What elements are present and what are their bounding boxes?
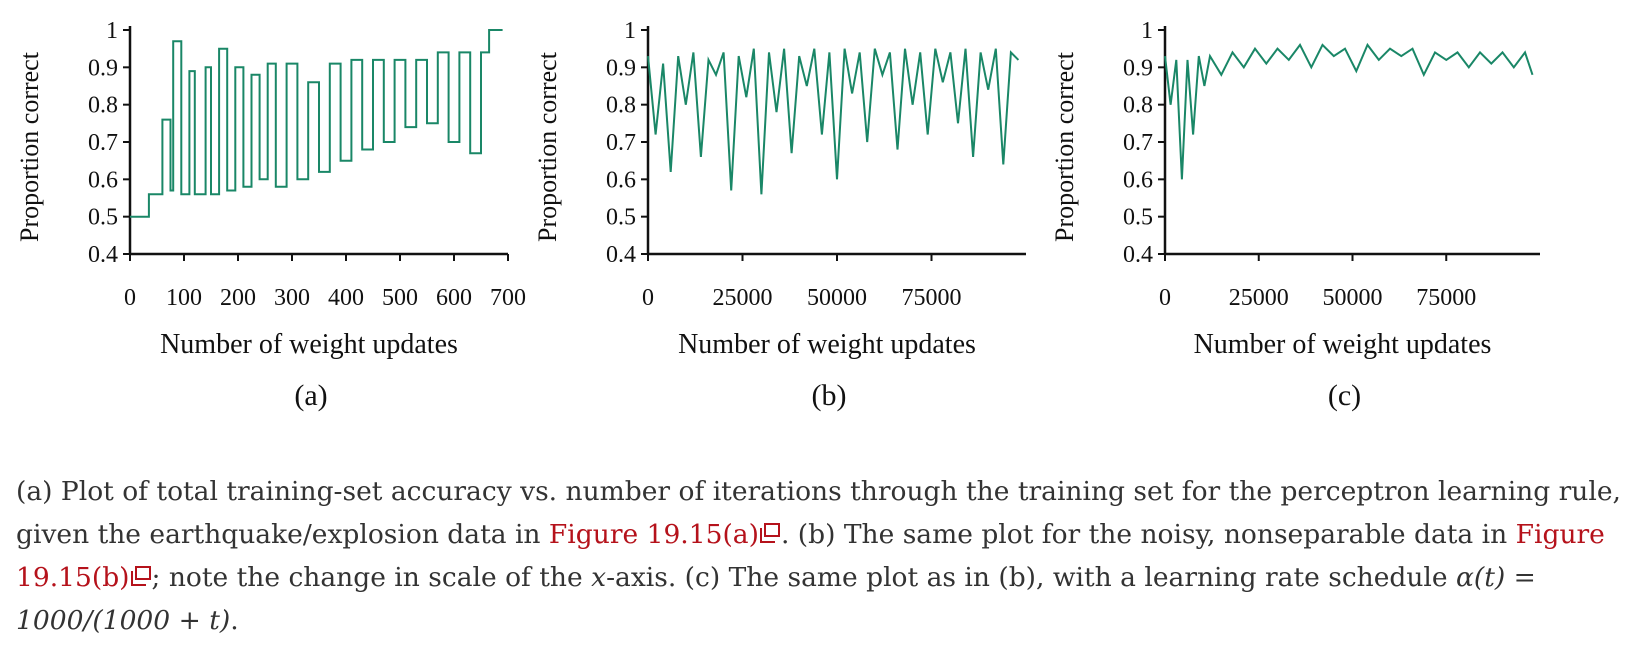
- y-tick-label: 0.5: [606, 205, 636, 231]
- y-tick-label: 1: [106, 18, 118, 44]
- y-axis-label: Proportion correct: [1050, 51, 1079, 242]
- x-tick-label: 0: [1159, 285, 1171, 311]
- figure-19-15b-link[interactable]: Figure 19.15(b): [16, 519, 1605, 593]
- x-tick-label: 50000: [1323, 285, 1383, 311]
- figure-caption: (a) Plot of total training-set accuracy …: [16, 470, 1621, 642]
- y-tick-label: 1: [624, 18, 636, 44]
- y-tick-label: 0.5: [1123, 205, 1153, 231]
- y-tick-label: 0.8: [1123, 93, 1153, 119]
- x-tick-label: 0: [124, 285, 136, 311]
- caption-text-2: . (b) The same plot for the noisy, nonse…: [780, 519, 1516, 550]
- y-tick-label: 0.9: [88, 55, 118, 81]
- y-axis-label: Proportion correct: [15, 51, 44, 242]
- y-axis-label: Proportion correct: [533, 51, 562, 242]
- y-tick-label: 0.7: [1123, 130, 1153, 156]
- x-tick-label: 700: [490, 285, 526, 311]
- y-tick-label: 0.9: [606, 55, 636, 81]
- external-link-icon[interactable]: [130, 565, 152, 587]
- data-series-line: [1164, 42, 1534, 180]
- caption-text-3: ; note the change in scale of the: [151, 562, 592, 593]
- external-link-icon[interactable]: [759, 522, 781, 544]
- y-tick-label: 0.8: [606, 93, 636, 119]
- x-tick-label: 600: [436, 285, 472, 311]
- x-tick-label: 0: [642, 285, 654, 311]
- panel-c: 0.4 0.5 0.6 0.7 0.8 0.9 1 0 25000 50000 75000 Numbe…: [1050, 18, 1540, 412]
- figure-link-label-a[interactable]: Figure 19.15(a): [548, 519, 759, 550]
- data-series-line: [647, 48, 1020, 195]
- x-axis-label: Number of weight updates: [160, 329, 458, 360]
- y-tick-label: 0.5: [88, 205, 118, 231]
- data-series-line: [130, 29, 503, 218]
- y-tick-label: 0.8: [88, 93, 118, 119]
- math-learning-rate-schedule: α(t) = 1000/(1000 + t): [16, 562, 1536, 636]
- panel-label: (a): [294, 379, 327, 412]
- x-tick-label: 75000: [902, 285, 962, 311]
- caption-text-1: (a) Plot of total training-set accuracy …: [16, 476, 1621, 550]
- x-tick-label: 25000: [1229, 285, 1289, 311]
- panel-b: 0.4 0.5 0.6 0.7 0.8 0.9 1 0 25000 50000 75000 Numbe…: [533, 18, 1026, 412]
- panel-label: (b): [812, 379, 847, 412]
- y-tick-label: 0.6: [88, 167, 118, 193]
- x-tick-label: 500: [382, 285, 418, 311]
- x-tick-label: 100: [166, 285, 202, 311]
- x-axis-label: Number of weight updates: [1194, 329, 1492, 360]
- x-tick-label: 400: [328, 285, 364, 311]
- caption-text-5: .: [230, 605, 239, 636]
- x-tick-label: 300: [274, 285, 310, 311]
- figure-19-15a-link[interactable]: Figure 19.15(a): [549, 519, 781, 550]
- y-tick-label: 0.4: [88, 242, 118, 268]
- y-tick-label: 0.9: [1123, 55, 1153, 81]
- x-tick-label: 25000: [713, 285, 773, 311]
- panel-label: (c): [1328, 379, 1361, 412]
- caption-text-4: -axis. (c) The same plot as in (b), with…: [606, 562, 1457, 593]
- y-tick-label: 0.4: [606, 242, 636, 268]
- x-tick-label: 50000: [807, 285, 867, 311]
- y-tick-label: 0.4: [1123, 242, 1153, 268]
- figure-charts: 0.40.50.60.70.80.910 100 200 300 400 500 600 70…: [15, 18, 1540, 412]
- x-tick-label: 200: [220, 285, 256, 311]
- y-tick-label: 0.7: [88, 130, 118, 156]
- y-tick-label: 0.7: [606, 130, 636, 156]
- math-x: x: [591, 562, 607, 593]
- figure-link-label-b[interactable]: Figure 19.15(b): [16, 519, 1605, 593]
- x-axis-label: Number of weight updates: [678, 329, 976, 360]
- panel-a: 0.4 0.5 0.6 0.7 0.8 0.9 1 0 100 200 300 400 500 600 70…: [15, 18, 526, 412]
- x-tick-label: 75000: [1416, 285, 1476, 311]
- y-tick-label: 1: [1141, 18, 1153, 44]
- y-tick-label: 0.6: [1123, 167, 1153, 193]
- y-tick-label: 0.6: [606, 167, 636, 193]
